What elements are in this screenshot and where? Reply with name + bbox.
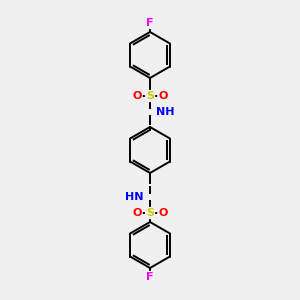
- Text: O: O: [158, 91, 168, 101]
- Text: O: O: [132, 208, 142, 218]
- Text: F: F: [146, 272, 154, 282]
- Text: O: O: [132, 91, 142, 101]
- Text: O: O: [158, 208, 168, 218]
- Text: NH: NH: [156, 107, 175, 117]
- Text: HN: HN: [125, 192, 144, 202]
- Text: S: S: [146, 91, 154, 101]
- Text: F: F: [146, 18, 154, 28]
- Text: S: S: [146, 208, 154, 218]
